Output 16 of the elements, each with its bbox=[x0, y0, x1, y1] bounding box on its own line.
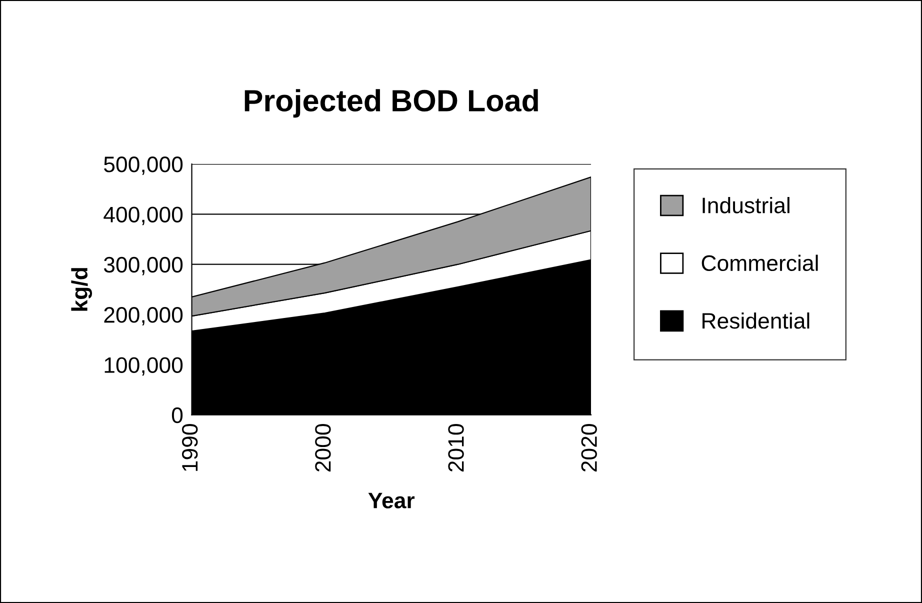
y-tick-label: 0 bbox=[172, 407, 183, 424]
x-axis-title: Year bbox=[368, 492, 415, 508]
legend-label: Industrial bbox=[702, 197, 790, 214]
y-tick-label: 400,000 bbox=[104, 206, 183, 226]
y-axis-title: kg/d bbox=[71, 268, 92, 311]
x-tick-label: 2000 bbox=[315, 424, 331, 472]
x-tick-label: 2010 bbox=[448, 424, 464, 472]
chart-title: Projected BOD Load bbox=[244, 89, 538, 118]
x-tick-label: 2020 bbox=[581, 424, 597, 472]
x-tick-label: 1990 bbox=[182, 424, 198, 471]
legend-label: Commercial bbox=[702, 254, 818, 272]
legend-label: Residential bbox=[702, 312, 810, 329]
y-tick-label: 500,000 bbox=[104, 156, 183, 175]
y-tick-label: 300,000 bbox=[104, 256, 183, 276]
y-tick-label: 200,000 bbox=[104, 307, 183, 326]
y-tick-label: 100,000 bbox=[104, 357, 183, 376]
